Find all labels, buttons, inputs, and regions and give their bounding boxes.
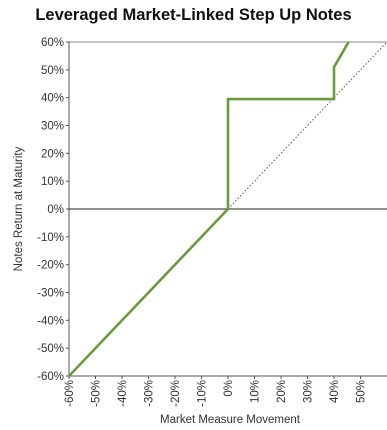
y-tick-label: -20% xyxy=(37,260,64,272)
y-tick-label: 60% xyxy=(41,37,64,49)
chart-title: Leveraged Market-Linked Step Up Notes xyxy=(35,6,352,24)
y-tick-label: 10% xyxy=(41,176,64,188)
x-tick-label: 10% xyxy=(250,380,262,403)
y-tick-label: 20% xyxy=(41,148,64,160)
x-tick-label: -50% xyxy=(91,380,103,407)
y-axis-ticks: 60% 50% 40% 30% 20% 10% 0% -10% -20% -30% -40% -50%… xyxy=(37,37,69,383)
x-tick-label: 20% xyxy=(276,380,288,403)
y-tick-label: -50% xyxy=(37,343,64,355)
y-tick-label: 40% xyxy=(41,93,64,105)
x-tick-label: -20% xyxy=(170,380,182,407)
y-tick-label: 0% xyxy=(47,204,64,216)
y-tick-label: -10% xyxy=(37,232,64,244)
x-tick-label: -10% xyxy=(197,380,209,407)
y-tick-label: -40% xyxy=(37,315,64,327)
y-axis-label: Notes Return at Maturity xyxy=(13,146,25,271)
x-axis-ticks: -60% -50% -40% -30% -20% -10% 0% 10% 20% 30% 40% 50… xyxy=(64,376,368,407)
notes-return-line xyxy=(68,41,350,377)
x-tick-label: 30% xyxy=(303,380,315,403)
x-tick-label: -30% xyxy=(144,380,156,407)
y-tick-label: 50% xyxy=(41,65,64,77)
y-tick-label: -30% xyxy=(37,288,64,300)
y-tick-label: 30% xyxy=(41,121,64,133)
x-tick-label: 40% xyxy=(329,380,341,403)
x-tick-label: 0% xyxy=(223,380,235,397)
x-axis-label: Market Measure Movement xyxy=(160,414,301,426)
y-tick-label: -60% xyxy=(37,371,64,383)
x-tick-label: 50% xyxy=(356,380,368,403)
x-tick-label: -60% xyxy=(64,380,76,407)
x-tick-label: -40% xyxy=(117,380,129,407)
series-layer xyxy=(68,41,387,377)
market-measure-reference-line xyxy=(227,41,387,210)
